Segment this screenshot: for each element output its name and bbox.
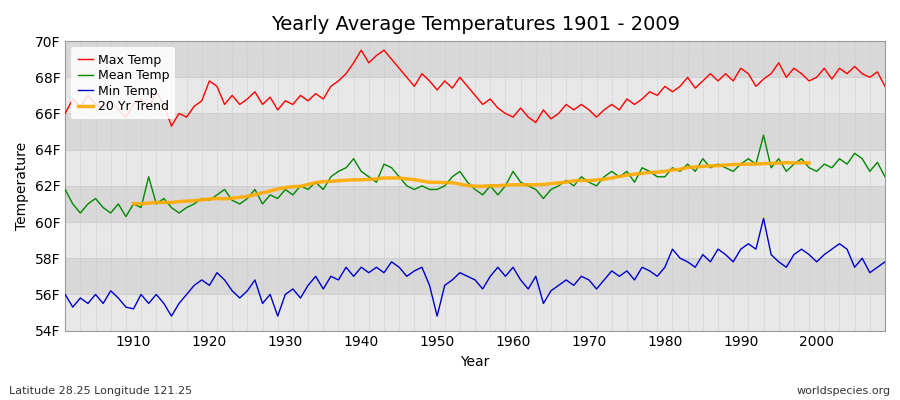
Max Temp: [340, 71, 351, 76]
Max Temp: [121, 115, 131, 120]
Min Temp: [59, 292, 70, 297]
Mean Temp: [295, 184, 306, 188]
Max Temp: [295, 93, 306, 98]
Bar: [65, 258, 885, 294]
Mean Temp: [508, 169, 518, 174]
Max Temp: [166, 124, 176, 128]
20 Yr Trend: [136, 202, 147, 206]
Bar: [65, 41, 885, 77]
Max Temp: [523, 115, 534, 120]
Min Temp: [508, 265, 518, 270]
X-axis label: Year: Year: [461, 355, 490, 369]
Min Temp: [758, 216, 769, 221]
Line: Max Temp: Max Temp: [65, 50, 885, 126]
Mean Temp: [758, 133, 769, 138]
Min Temp: [607, 268, 617, 273]
Mean Temp: [59, 187, 70, 192]
20 Yr Trend: [227, 196, 238, 200]
20 Yr Trend: [804, 160, 814, 165]
Min Temp: [515, 278, 526, 282]
Line: Mean Temp: Mean Temp: [65, 135, 885, 217]
Line: 20 Yr Trend: 20 Yr Trend: [133, 162, 809, 204]
Mean Temp: [607, 169, 617, 174]
20 Yr Trend: [128, 201, 139, 206]
20 Yr Trend: [340, 178, 351, 183]
Mean Temp: [121, 214, 131, 219]
20 Yr Trend: [781, 160, 792, 165]
Min Temp: [879, 260, 890, 264]
Max Temp: [515, 106, 526, 110]
Mean Temp: [340, 165, 351, 170]
20 Yr Trend: [713, 163, 724, 168]
Min Temp: [166, 314, 176, 318]
Y-axis label: Temperature: Temperature: [15, 142, 29, 230]
Min Temp: [295, 296, 306, 300]
Max Temp: [614, 108, 625, 112]
Max Temp: [879, 84, 890, 89]
Min Temp: [340, 265, 351, 270]
Min Temp: [121, 305, 131, 310]
Mean Temp: [128, 202, 139, 206]
20 Yr Trend: [698, 164, 708, 169]
Max Temp: [356, 48, 366, 52]
Text: worldspecies.org: worldspecies.org: [796, 386, 891, 396]
Line: Min Temp: Min Temp: [65, 218, 885, 316]
Mean Temp: [879, 174, 890, 179]
Max Temp: [59, 111, 70, 116]
Text: Latitude 28.25 Longitude 121.25: Latitude 28.25 Longitude 121.25: [9, 386, 192, 396]
Title: Yearly Average Temperatures 1901 - 2009: Yearly Average Temperatures 1901 - 2009: [271, 15, 680, 34]
Legend: Max Temp, Mean Temp, Min Temp, 20 Yr Trend: Max Temp, Mean Temp, Min Temp, 20 Yr Tre…: [71, 47, 176, 119]
Bar: [65, 114, 885, 150]
Mean Temp: [515, 180, 526, 185]
Bar: [65, 186, 885, 222]
20 Yr Trend: [788, 160, 799, 165]
20 Yr Trend: [607, 176, 617, 180]
